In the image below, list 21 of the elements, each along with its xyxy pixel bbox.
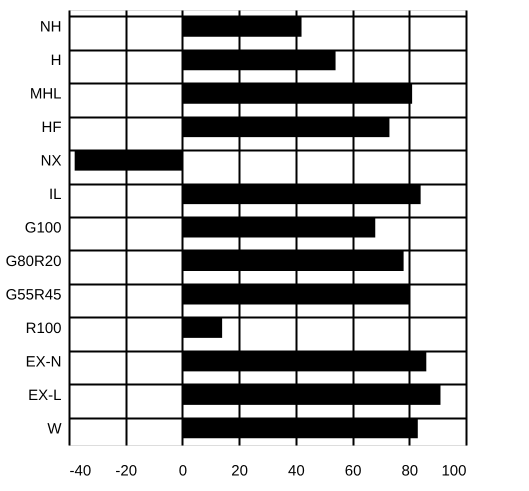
y-tick-label: R100 <box>26 320 62 337</box>
y-tick-label: G80R20 <box>6 252 62 270</box>
y-tick-label: EX-L <box>28 386 62 404</box>
y-tick-label: EX-N <box>26 353 62 370</box>
y-tick-label: NH <box>40 18 62 36</box>
y-tick-label: IL <box>48 186 62 204</box>
y-tick-label: H <box>50 52 62 70</box>
x-tick-label: 100 <box>441 462 466 480</box>
y-tick-label: W <box>47 420 62 438</box>
x-tick-label: 80 <box>401 462 418 480</box>
y-tick-label: NX <box>40 152 62 170</box>
x-tick-label: 0 <box>178 462 188 480</box>
y-tick-label: MHL <box>30 86 62 103</box>
y-tick-label: G55R45 <box>6 286 62 304</box>
x-tick-label: -20 <box>115 462 138 480</box>
x-tick-label: 40 <box>288 462 305 480</box>
x-tick-label: -40 <box>70 462 92 480</box>
y-tick-label: G100 <box>24 220 62 236</box>
x-tick-label: 60 <box>344 462 362 480</box>
x-tick-label: 20 <box>231 462 248 480</box>
y-tick-label: HF <box>42 119 62 136</box>
